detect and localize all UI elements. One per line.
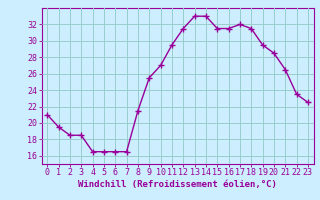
X-axis label: Windchill (Refroidissement éolien,°C): Windchill (Refroidissement éolien,°C): [78, 180, 277, 189]
